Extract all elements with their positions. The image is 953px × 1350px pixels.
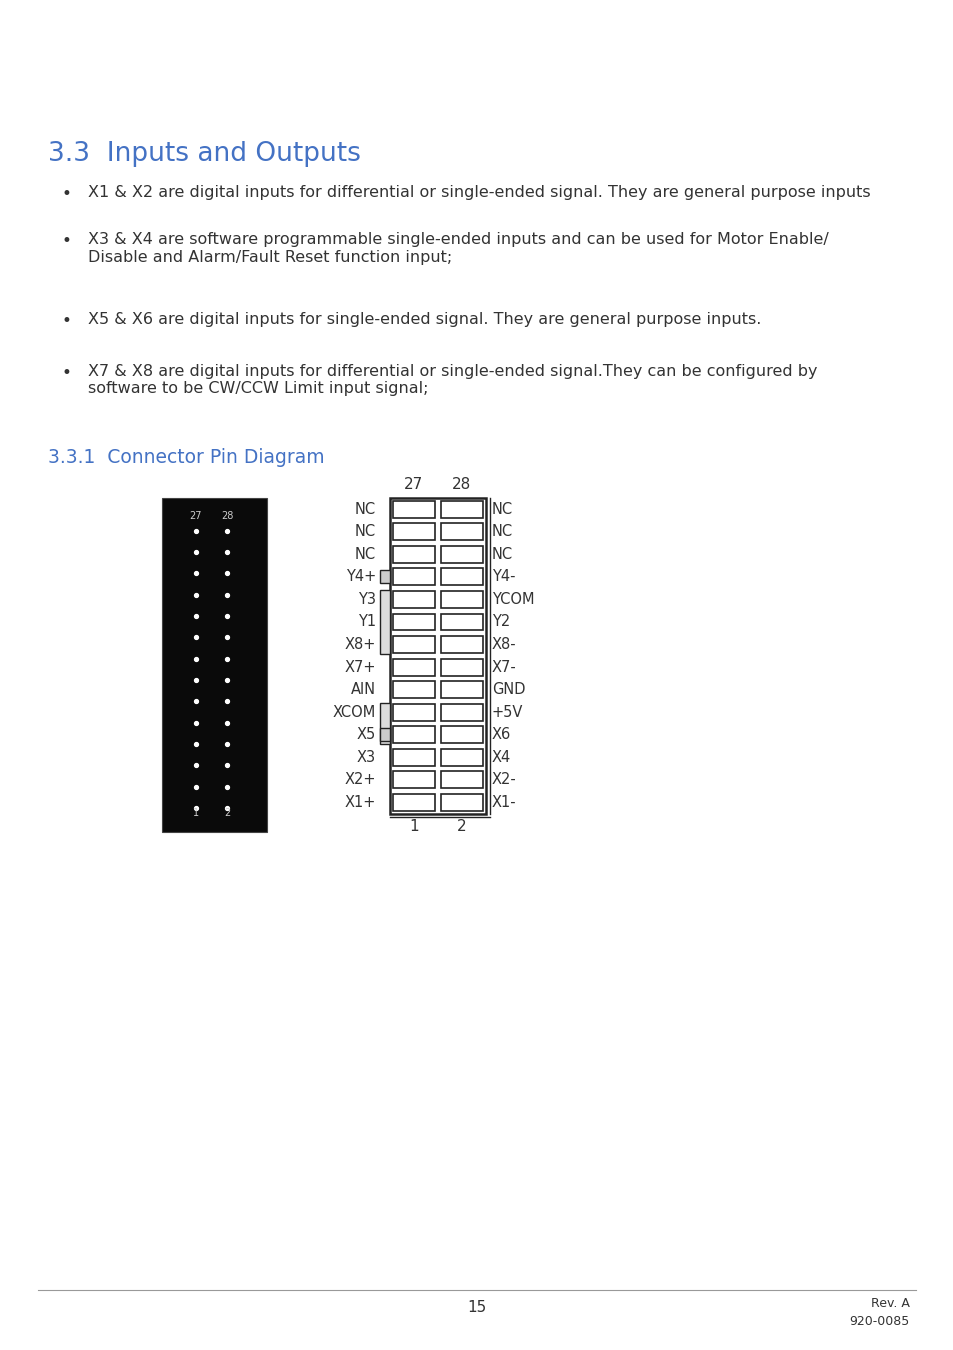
Text: Y3: Y3 — [357, 591, 375, 608]
Text: NC: NC — [355, 502, 375, 517]
Bar — [379, 703, 390, 744]
Text: X7+: X7+ — [344, 660, 375, 675]
Text: Y2: Y2 — [492, 614, 510, 629]
Bar — [393, 749, 435, 765]
Bar — [379, 590, 390, 653]
Bar — [440, 771, 482, 788]
Bar — [440, 749, 482, 765]
Bar — [379, 570, 390, 583]
Text: X8+: X8+ — [344, 637, 375, 652]
Text: X3: X3 — [356, 749, 375, 765]
Text: X3 & X4 are software programmable single-ended inputs and can be used for Motor : X3 & X4 are software programmable single… — [88, 232, 828, 247]
Text: 1: 1 — [409, 819, 418, 834]
Text: TSM17C Hardware Manual: TSM17C Hardware Manual — [21, 27, 239, 46]
Bar — [440, 682, 482, 698]
Bar — [393, 501, 435, 517]
Bar — [393, 703, 435, 721]
Bar — [440, 501, 482, 517]
Text: 3.3  Inputs and Outputs: 3.3 Inputs and Outputs — [48, 140, 360, 167]
Text: XCOM: XCOM — [333, 705, 375, 720]
Text: X1-: X1- — [492, 795, 517, 810]
Text: 3.3.1  Connector Pin Diagram: 3.3.1 Connector Pin Diagram — [48, 448, 324, 467]
Text: AIN: AIN — [351, 682, 375, 697]
Text: 27: 27 — [189, 512, 202, 521]
Bar — [393, 794, 435, 811]
Bar — [393, 771, 435, 788]
Text: X5 & X6 are digital inputs for single-ended signal. They are general purpose inp: X5 & X6 are digital inputs for single-en… — [88, 312, 760, 327]
Text: X4: X4 — [492, 749, 511, 765]
Text: 28: 28 — [452, 478, 471, 493]
Bar — [393, 524, 435, 540]
Bar — [393, 613, 435, 630]
Text: Applied
Motion
Products: Applied Motion Products — [911, 14, 953, 57]
Text: Y1: Y1 — [357, 614, 375, 629]
Text: X2-: X2- — [492, 772, 517, 787]
Text: X7 & X8 are digital inputs for differential or single-ended signal.They can be c: X7 & X8 are digital inputs for different… — [88, 363, 817, 378]
Text: •: • — [62, 185, 71, 202]
Text: GND: GND — [492, 682, 525, 697]
Text: 1: 1 — [193, 809, 198, 818]
Bar — [393, 545, 435, 563]
Text: X2+: X2+ — [344, 772, 375, 787]
Bar — [393, 636, 435, 653]
Text: 27: 27 — [404, 478, 423, 493]
Text: •: • — [62, 363, 71, 382]
Text: 15: 15 — [467, 1300, 486, 1315]
Text: X1+: X1+ — [344, 795, 375, 810]
Bar — [440, 636, 482, 653]
Text: •: • — [62, 312, 71, 329]
Text: Rev. A: Rev. A — [870, 1297, 909, 1311]
Text: X6: X6 — [492, 728, 511, 743]
Bar — [393, 726, 435, 744]
Text: software to be CW/CCW Limit input signal;: software to be CW/CCW Limit input signal… — [88, 382, 428, 397]
Text: +5V: +5V — [492, 705, 523, 720]
Text: 2: 2 — [224, 809, 230, 818]
Bar — [440, 568, 482, 586]
Text: Disable and Alarm/Fault Reset function input;: Disable and Alarm/Fault Reset function i… — [88, 250, 452, 265]
Text: •: • — [62, 232, 71, 250]
Text: X1 & X2 are digital inputs for differential or single-ended signal. They are gen: X1 & X2 are digital inputs for different… — [88, 185, 870, 200]
Bar — [393, 682, 435, 698]
Bar — [440, 591, 482, 608]
Bar — [440, 703, 482, 721]
Text: NC: NC — [492, 547, 513, 562]
Bar — [379, 728, 390, 741]
Text: X7-: X7- — [492, 660, 517, 675]
Bar — [440, 613, 482, 630]
Text: 2: 2 — [456, 819, 466, 834]
Text: NC: NC — [492, 524, 513, 539]
Bar — [440, 524, 482, 540]
Text: 28: 28 — [221, 512, 233, 521]
Bar — [440, 545, 482, 563]
Text: YCOM: YCOM — [492, 591, 534, 608]
Bar — [162, 498, 267, 832]
Bar — [393, 568, 435, 586]
Text: NC: NC — [355, 547, 375, 562]
Text: Y4-: Y4- — [492, 570, 515, 585]
Text: X5: X5 — [356, 728, 375, 743]
Bar — [440, 726, 482, 744]
Bar — [440, 794, 482, 811]
Text: Y4+: Y4+ — [345, 570, 375, 585]
Text: 920-0085: 920-0085 — [849, 1315, 909, 1328]
Text: X8-: X8- — [492, 637, 517, 652]
Bar — [393, 659, 435, 675]
Bar — [440, 659, 482, 675]
Text: NC: NC — [355, 524, 375, 539]
Bar — [393, 591, 435, 608]
Text: NC: NC — [492, 502, 513, 517]
Bar — [390, 498, 485, 814]
